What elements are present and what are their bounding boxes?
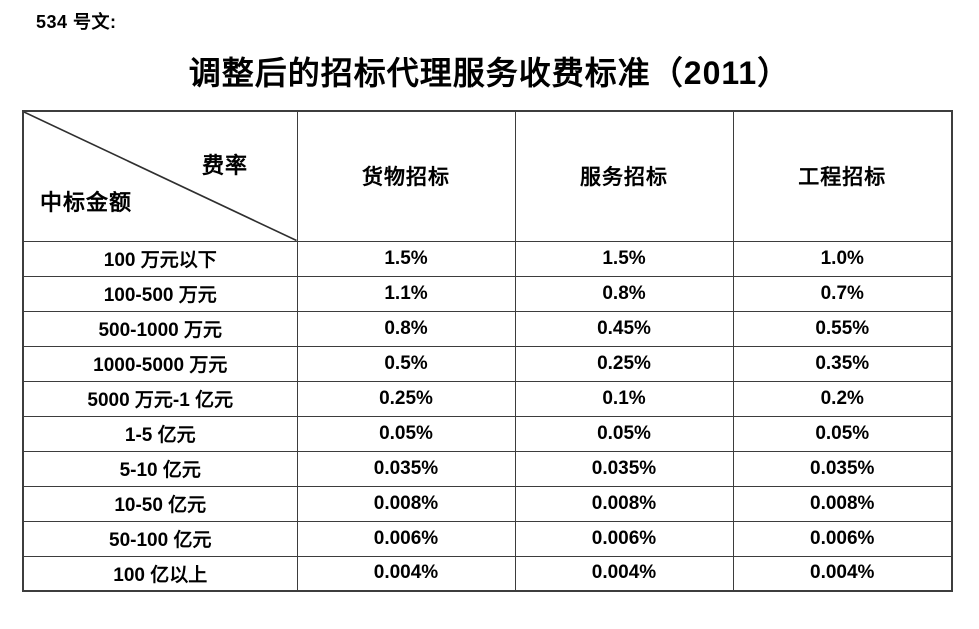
rate-value: 0.035% [296, 450, 516, 487]
page-title: 调整后的招标代理服务收费标准（2011） [188, 55, 791, 91]
rate-value: 0.004% [514, 555, 734, 592]
table-row: 100 万元以下 1.5% 1.5% 1.0% [22, 240, 953, 277]
amount-tier-label: 100 万元以下 [22, 240, 298, 277]
rate-value: 0.05% [514, 415, 734, 452]
table-row: 100-500 万元 1.1% 0.8% 0.7% [22, 275, 953, 312]
rate-value: 0.5% [296, 345, 516, 382]
column-header-goods: 货物招标 [296, 110, 516, 242]
fee-rate-table: 费率 中标金额 货物招标 服务招标 工程招标 100 万元以下 1.5% 1.5… [22, 110, 953, 592]
diagonal-divider-line [24, 112, 297, 241]
corner-header-cell: 费率 中标金额 [22, 110, 298, 242]
rate-value: 1.5% [514, 240, 734, 277]
rate-value: 0.006% [514, 520, 734, 557]
table-row: 10-50 亿元 0.008% 0.008% 0.008% [22, 485, 953, 522]
rate-value: 0.25% [514, 345, 734, 382]
rate-value: 0.035% [514, 450, 734, 487]
table-row: 1-5 亿元 0.05% 0.05% 0.05% [22, 415, 953, 452]
rate-value: 0.006% [296, 520, 516, 557]
table-row: 5-10 亿元 0.035% 0.035% 0.035% [22, 450, 953, 487]
table-header-row: 费率 中标金额 货物招标 服务招标 工程招标 [22, 110, 953, 242]
rate-value: 0.006% [732, 520, 953, 557]
table-row: 100 亿以上 0.004% 0.004% 0.004% [22, 555, 953, 592]
amount-tier-label: 10-50 亿元 [22, 485, 298, 522]
rate-value: 0.05% [296, 415, 516, 452]
amount-tier-label: 1-5 亿元 [22, 415, 298, 452]
rate-value: 0.008% [732, 485, 953, 522]
corner-label-rate: 费率 [202, 153, 249, 178]
rate-value: 0.1% [514, 380, 734, 417]
rate-value: 1.5% [296, 240, 516, 277]
amount-tier-label: 5000 万元-1 亿元 [22, 380, 298, 417]
rate-value: 0.35% [732, 345, 953, 382]
amount-tier-label: 1000-5000 万元 [22, 345, 298, 382]
column-header-services: 服务招标 [514, 110, 734, 242]
rate-value: 0.004% [732, 555, 953, 592]
table-row: 1000-5000 万元 0.5% 0.25% 0.35% [22, 345, 953, 382]
amount-tier-label: 5-10 亿元 [22, 450, 298, 487]
table-row: 5000 万元-1 亿元 0.25% 0.1% 0.2% [22, 380, 953, 417]
rate-value: 0.008% [296, 485, 516, 522]
doc-number: 534 号文: [36, 12, 117, 32]
rate-value: 0.05% [732, 415, 953, 452]
rate-value: 1.1% [296, 275, 516, 312]
amount-tier-label: 100-500 万元 [22, 275, 298, 312]
rate-value: 0.035% [732, 450, 953, 487]
amount-tier-label: 50-100 亿元 [22, 520, 298, 557]
table-row: 50-100 亿元 0.006% 0.006% 0.006% [22, 520, 953, 557]
rate-value: 0.55% [732, 310, 953, 347]
rate-value: 0.004% [296, 555, 516, 592]
rate-value: 1.0% [732, 240, 953, 277]
table-row: 500-1000 万元 0.8% 0.45% 0.55% [22, 310, 953, 347]
rate-value: 0.008% [514, 485, 734, 522]
rate-value: 0.2% [732, 380, 953, 417]
rate-value: 0.45% [514, 310, 734, 347]
rate-value: 0.25% [296, 380, 516, 417]
corner-label-amount: 中标金额 [40, 190, 133, 215]
column-header-engineering: 工程招标 [732, 110, 953, 242]
amount-tier-label: 500-1000 万元 [22, 310, 298, 347]
rate-value: 0.8% [514, 275, 734, 312]
amount-tier-label: 100 亿以上 [22, 555, 298, 592]
rate-value: 0.7% [732, 275, 953, 312]
rate-value: 0.8% [296, 310, 516, 347]
